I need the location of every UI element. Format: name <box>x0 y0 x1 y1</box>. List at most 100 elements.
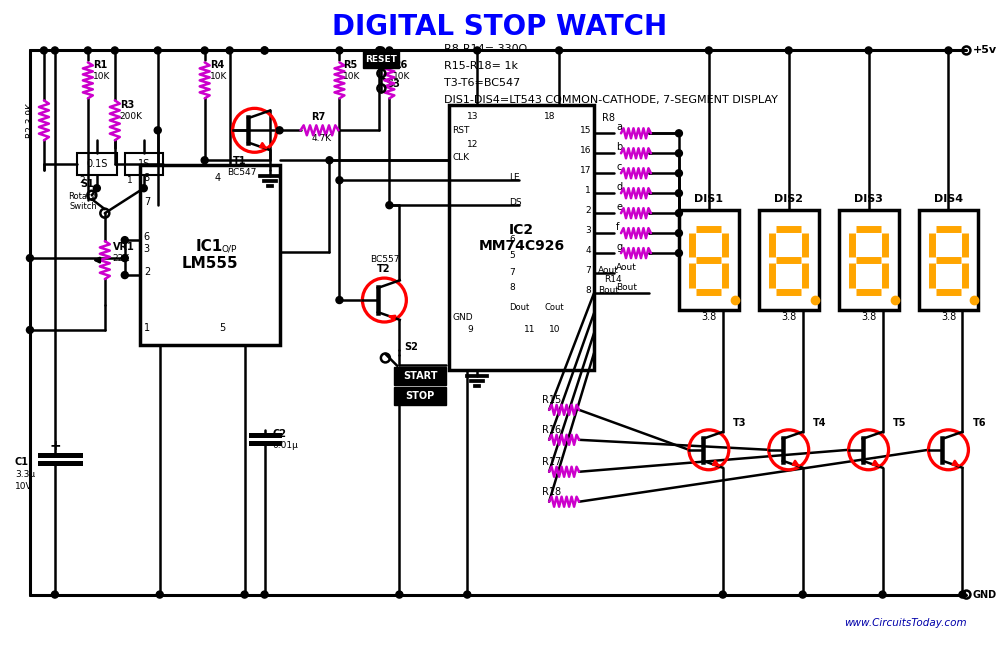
Text: 2: 2 <box>79 176 84 185</box>
Circle shape <box>121 272 128 279</box>
Circle shape <box>879 591 886 598</box>
Text: 6: 6 <box>509 235 515 244</box>
Text: 8: 8 <box>509 283 515 292</box>
Bar <box>125 153 163 176</box>
Text: 5: 5 <box>220 323 226 333</box>
Text: R17: R17 <box>542 457 561 467</box>
Circle shape <box>201 157 208 164</box>
Circle shape <box>386 47 393 54</box>
Text: DS: DS <box>509 198 522 207</box>
Text: b: b <box>616 142 622 152</box>
Text: RESET: RESET <box>365 55 397 64</box>
Text: DIS4: DIS4 <box>934 194 963 204</box>
Text: Cout: Cout <box>544 303 564 312</box>
Text: DIS1: DIS1 <box>694 194 723 204</box>
Circle shape <box>785 47 792 54</box>
Text: 0.1S: 0.1S <box>86 159 108 169</box>
Text: Bout: Bout <box>616 283 637 292</box>
Text: LE: LE <box>509 174 520 182</box>
Text: IC1
LM555: IC1 LM555 <box>181 239 238 271</box>
Circle shape <box>51 47 58 54</box>
Text: T5: T5 <box>893 418 906 428</box>
Text: 10: 10 <box>549 325 561 334</box>
Circle shape <box>84 47 91 54</box>
Text: 10V: 10V <box>15 482 33 491</box>
Text: 7: 7 <box>144 197 150 207</box>
Text: f: f <box>616 222 619 232</box>
Circle shape <box>675 190 682 197</box>
Circle shape <box>705 47 712 54</box>
Circle shape <box>121 237 128 244</box>
Text: T3: T3 <box>733 418 746 428</box>
Text: BC557: BC557 <box>370 255 400 264</box>
Text: 2: 2 <box>144 267 150 277</box>
Text: 12: 12 <box>467 140 479 150</box>
Text: R15-R18= 1k: R15-R18= 1k <box>444 61 518 72</box>
Circle shape <box>261 47 268 54</box>
Text: Aout: Aout <box>598 266 619 275</box>
Circle shape <box>26 255 33 261</box>
Text: START: START <box>403 371 438 381</box>
Text: R2 3.9K: R2 3.9K <box>26 103 35 138</box>
Text: Aout: Aout <box>616 263 637 272</box>
Text: 1S: 1S <box>138 159 150 169</box>
Bar <box>140 165 280 345</box>
Circle shape <box>51 591 58 598</box>
Circle shape <box>675 150 682 157</box>
Text: S3: S3 <box>386 79 400 90</box>
Text: Switch: Switch <box>70 202 98 211</box>
Text: C2: C2 <box>273 429 287 439</box>
Text: R7: R7 <box>311 112 326 122</box>
Text: 3.8: 3.8 <box>701 312 716 322</box>
Circle shape <box>226 47 233 54</box>
Circle shape <box>93 185 100 192</box>
Text: R14: R14 <box>604 275 622 284</box>
Text: +5v: +5v <box>972 46 997 55</box>
Text: 6: 6 <box>144 232 150 242</box>
Text: 5: 5 <box>509 251 515 260</box>
Bar <box>363 51 399 68</box>
Text: 10K: 10K <box>393 72 411 81</box>
Text: O/P: O/P <box>222 244 237 254</box>
Circle shape <box>719 591 726 598</box>
Circle shape <box>945 47 952 54</box>
Bar <box>679 210 739 310</box>
Text: 3.3μ: 3.3μ <box>15 470 35 479</box>
Text: 3.8: 3.8 <box>861 312 876 322</box>
Text: 10K: 10K <box>210 72 227 81</box>
Text: T1: T1 <box>233 156 246 166</box>
Text: 9: 9 <box>467 325 473 334</box>
Text: 22K: 22K <box>113 254 130 263</box>
Text: DIGITAL STOP WATCH: DIGITAL STOP WATCH <box>332 12 667 40</box>
Text: R6: R6 <box>393 60 408 70</box>
Text: R8-R14= 330Ω: R8-R14= 330Ω <box>444 44 527 55</box>
Circle shape <box>474 47 481 54</box>
Text: 8: 8 <box>585 286 591 295</box>
Text: R8: R8 <box>602 113 615 124</box>
Text: Rotary: Rotary <box>68 192 95 202</box>
Text: R1: R1 <box>93 60 107 70</box>
Bar <box>919 210 978 310</box>
Text: 4: 4 <box>215 174 221 183</box>
Text: 4.7K: 4.7K <box>311 135 332 143</box>
Text: 10K: 10K <box>93 72 110 81</box>
Text: 16: 16 <box>580 146 591 155</box>
Text: R3: R3 <box>120 100 134 110</box>
Text: R15: R15 <box>542 395 561 405</box>
Text: 4: 4 <box>585 246 591 255</box>
Circle shape <box>261 47 268 54</box>
Bar <box>77 153 117 176</box>
Circle shape <box>675 130 682 136</box>
Text: S2: S2 <box>404 342 418 352</box>
Text: 3: 3 <box>144 244 150 254</box>
Text: STOP: STOP <box>406 391 435 401</box>
Text: Dout: Dout <box>509 303 529 312</box>
Text: GND: GND <box>452 313 473 322</box>
Circle shape <box>26 326 33 333</box>
Circle shape <box>865 47 872 54</box>
Text: 200K: 200K <box>120 112 143 122</box>
Text: 11: 11 <box>524 325 536 334</box>
Text: Bout: Bout <box>598 286 619 295</box>
Text: 13: 13 <box>467 112 479 122</box>
Circle shape <box>276 127 283 134</box>
